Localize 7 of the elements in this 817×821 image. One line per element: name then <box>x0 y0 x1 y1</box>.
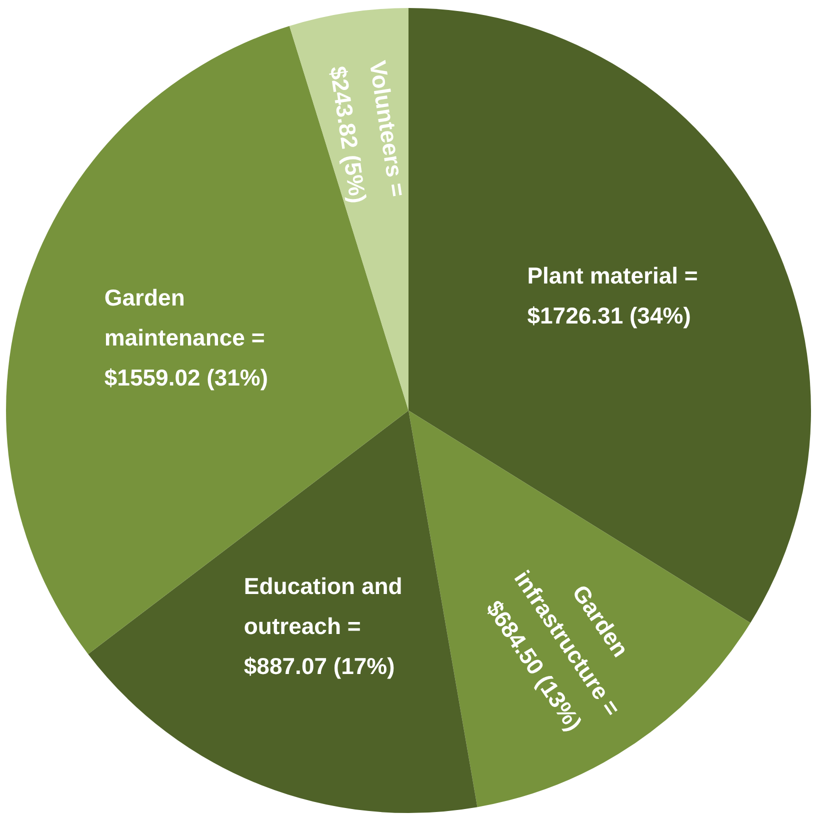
data-label: $243.82 (5%) <box>325 64 372 205</box>
data-label: $1559.02 (31%) <box>104 364 268 391</box>
data-label: $887.07 (17%) <box>244 653 395 680</box>
slice-label: Plant material = <box>527 262 698 288</box>
slice-label: Garden maintenance = <box>104 284 265 351</box>
data-label: $1726.31 (34%) <box>527 302 691 328</box>
slice-label: Education and outreach = <box>244 573 402 640</box>
